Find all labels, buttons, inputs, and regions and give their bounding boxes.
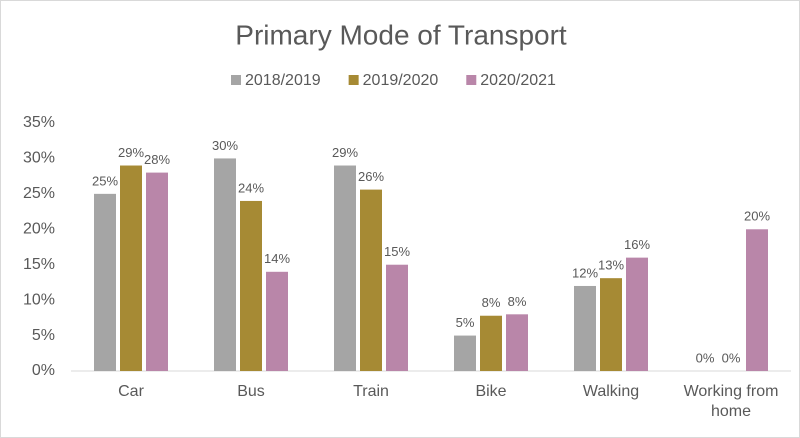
x-tick-label: Bus xyxy=(237,383,265,400)
data-label: 14% xyxy=(264,251,290,266)
x-tick-label: Train xyxy=(353,383,389,400)
data-label: 20% xyxy=(744,209,770,224)
bar xyxy=(574,285,596,371)
bar xyxy=(120,165,142,371)
bar xyxy=(746,229,768,371)
chart-title: Primary Mode of Transport xyxy=(235,19,567,50)
bar xyxy=(334,165,356,371)
data-label: 13% xyxy=(598,258,624,273)
bar xyxy=(454,335,476,371)
bar xyxy=(214,158,236,371)
bar xyxy=(94,193,116,371)
legend-label: 2019/2020 xyxy=(363,72,439,89)
bar xyxy=(240,200,262,371)
bar xyxy=(386,264,408,371)
y-tick-label: 5% xyxy=(32,327,55,344)
y-tick-label: 0% xyxy=(32,362,55,379)
data-label: 24% xyxy=(238,180,264,195)
bar xyxy=(600,278,622,371)
data-label: 30% xyxy=(212,138,238,153)
y-tick-label: 10% xyxy=(23,291,55,308)
y-tick-label: 20% xyxy=(23,221,55,238)
data-label: 5% xyxy=(456,315,475,330)
data-label: 0% xyxy=(696,350,715,365)
bar xyxy=(360,189,382,371)
y-tick-label: 15% xyxy=(23,256,55,273)
y-tick-label: 35% xyxy=(23,114,55,131)
bar xyxy=(506,314,528,371)
x-tick-label: Working from home xyxy=(683,383,779,420)
y-tick-label: 25% xyxy=(23,185,55,202)
data-label: 26% xyxy=(358,169,384,184)
data-label: 29% xyxy=(332,145,358,160)
y-tick-label: 30% xyxy=(23,150,55,167)
legend-label: 2018/2019 xyxy=(245,72,321,89)
bar xyxy=(626,257,648,371)
legend-swatch xyxy=(348,75,359,85)
data-label: 0% xyxy=(722,350,741,365)
legend-swatch xyxy=(231,75,241,85)
data-label: 12% xyxy=(572,265,598,280)
data-label: 8% xyxy=(482,295,501,310)
data-label: 16% xyxy=(624,237,650,252)
bar xyxy=(266,271,288,371)
legend-label: 2020/2021 xyxy=(480,72,556,89)
x-tick-label: Car xyxy=(118,383,144,400)
bar xyxy=(146,172,168,371)
data-label: 25% xyxy=(92,173,118,188)
data-label: 15% xyxy=(384,244,410,259)
data-label: 28% xyxy=(144,152,170,167)
bar xyxy=(480,315,502,371)
x-tick-label: Bike xyxy=(475,383,507,400)
x-tick-label: Walking xyxy=(582,383,640,400)
legend-swatch xyxy=(466,75,477,85)
data-label: 29% xyxy=(118,145,144,160)
data-label: 8% xyxy=(508,294,527,309)
